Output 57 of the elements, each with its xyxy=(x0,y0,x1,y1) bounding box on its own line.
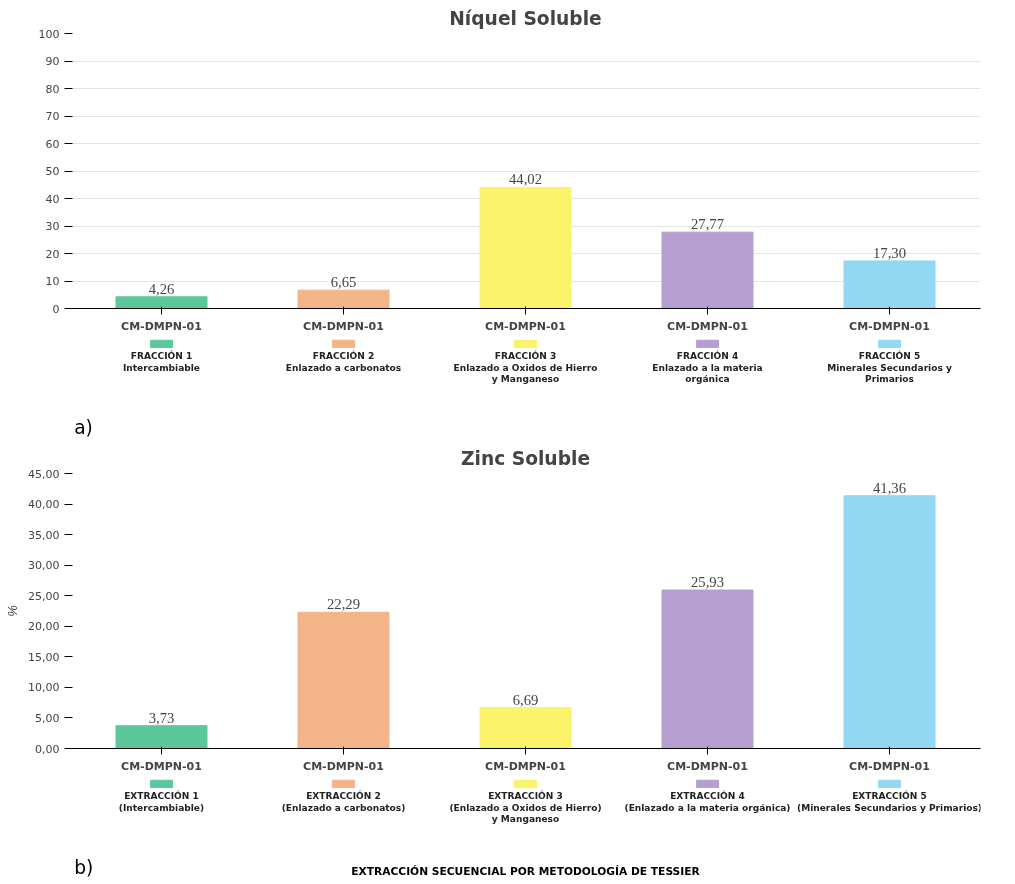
x-tick-label: CM-DMPN-01 xyxy=(849,319,930,333)
chart-title: Níquel Soluble xyxy=(449,7,602,29)
y-tick-label: 10,00 xyxy=(28,681,60,695)
legend-label: EXTRACCIÓN 1 (Intercambiable) xyxy=(118,790,205,813)
data-label: 4,26 xyxy=(148,280,175,297)
text: a) xyxy=(74,417,93,439)
legend-label: FRACCIÓN 3 Enlazado a Oxidos de Hierro y Manganeso xyxy=(453,350,598,385)
legend-label: EXTRACCIÓN 5 (Minerales Secundarios y Primarios) xyxy=(796,790,983,813)
x-tick-label: CM-DMPN-01 xyxy=(667,759,748,773)
text: b) xyxy=(74,857,94,879)
x-tick-label: CM-DMPN-01 xyxy=(303,319,384,333)
y-tick-label: 30 xyxy=(45,220,60,233)
data-label: 17,30 xyxy=(873,244,906,261)
legend-label: FRACCIÓN 1 Intercambiable xyxy=(122,350,201,373)
y-tick-label: 5,00 xyxy=(35,711,60,725)
chart-title: Zinc Soluble xyxy=(460,447,591,469)
legend-label: FRACCIÓN 4 Enlazado a la materia orgánica xyxy=(652,350,763,385)
y-tick-label: 10 xyxy=(45,275,60,288)
y-tick-label: 30,00 xyxy=(28,559,60,573)
y-tick-label: 45,00 xyxy=(28,467,60,481)
data-label: 44,02 xyxy=(509,171,542,188)
y-tick-label: 100 xyxy=(38,27,60,41)
y-tick-label: 40,00 xyxy=(28,498,60,512)
legend-label: FRACCIÓN 5 Minerales Secundarios y Primarios xyxy=(827,350,952,385)
y-tick-label: 20,00 xyxy=(28,620,60,634)
data-label: 3,73 xyxy=(148,709,175,726)
data-label: 27,77 xyxy=(691,216,724,233)
legend-label: EXTRACCIÓN 3 (Enlazado a Oxidos de Hierro) y Manganeso xyxy=(449,790,602,825)
y-tick-label: 50 xyxy=(45,165,60,178)
y-axis-title: % xyxy=(5,605,21,617)
data-label: 22,29 xyxy=(327,596,360,613)
y-tick-label: 70 xyxy=(45,110,60,123)
text: EXTRACCIÓN SECUENCIAL POR METODOLOGÍA DE TESSIER xyxy=(351,865,700,879)
data-label: 41,36 xyxy=(873,479,906,496)
x-tick-label: CM-DMPN-01 xyxy=(121,759,202,773)
y-tick-label: 40 xyxy=(45,192,60,206)
y-tick-label: 80 xyxy=(45,82,60,96)
y-tick-label: 35,00 xyxy=(28,528,60,542)
x-tick-label: CM-DMPN-01 xyxy=(121,319,202,333)
legend-label: EXTRACCIÓN 2 (Enlazado a carbonatos) xyxy=(281,790,406,813)
x-tick-label: CM-DMPN-01 xyxy=(849,759,930,773)
y-tick-label: 0,00 xyxy=(35,742,60,756)
y-tick-label: 60 xyxy=(45,137,60,151)
legend-label: EXTRACCIÓN 4 (Enlazado a la materia orgánica) xyxy=(624,790,791,813)
y-tick-label: 0 xyxy=(52,302,60,316)
y-tick-label: 20 xyxy=(45,247,60,261)
x-tick-label: CM-DMPN-01 xyxy=(667,319,748,333)
y-tick-label: 15,00 xyxy=(28,650,60,664)
y-tick-label: 90 xyxy=(45,55,60,68)
data-label: 25,93 xyxy=(691,574,724,591)
data-label: 6,65 xyxy=(330,274,357,291)
x-tick-label: CM-DMPN-01 xyxy=(303,759,384,773)
legend-label: FRACCIÓN 2 Enlazado a carbonatos xyxy=(285,350,402,373)
y-tick-label: 25,00 xyxy=(28,589,60,603)
data-label: 6,69 xyxy=(512,691,539,708)
x-tick-label: CM-DMPN-01 xyxy=(485,759,566,773)
x-tick-label: CM-DMPN-01 xyxy=(485,319,566,333)
